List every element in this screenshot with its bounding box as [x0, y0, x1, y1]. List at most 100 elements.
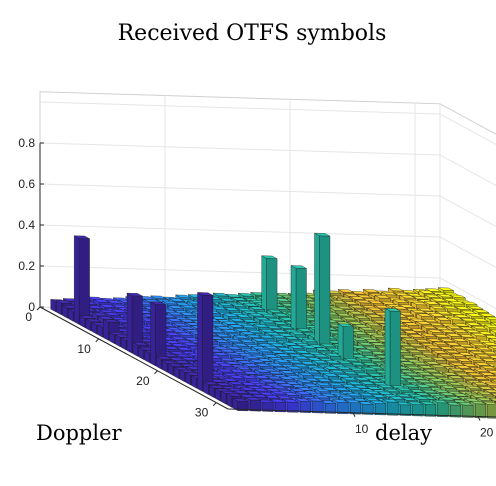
bar-face-top: [249, 306, 265, 310]
bar-face-top: [374, 305, 390, 309]
bar-face-front: [319, 235, 331, 360]
bar-face-top: [459, 326, 475, 330]
bar-face-top: [465, 322, 482, 326]
bar-face-top: [437, 294, 453, 298]
bar-face-top: [360, 310, 377, 314]
bar-face-top: [421, 325, 438, 330]
bar-face-top: [449, 300, 465, 305]
bar-face-top: [460, 318, 476, 322]
bar-face-top: [230, 303, 247, 308]
bar-face-top: [381, 291, 398, 296]
z-tick-label: 0.8: [18, 136, 35, 150]
bar-face-top: [476, 346, 492, 351]
bar-face-top: [426, 338, 443, 342]
bar-face-top: [336, 305, 353, 310]
bar-face-top: [408, 334, 425, 338]
z-tick-label: 0.4: [18, 218, 35, 232]
bar-face-top: [218, 298, 235, 302]
bar: [384, 308, 401, 398]
z-gridline: [39, 101, 496, 145]
bar-face-top: [399, 304, 415, 308]
bar-face-top: [330, 300, 347, 304]
z-gridline: [39, 142, 496, 186]
bar-face-top: [267, 309, 284, 313]
bar-face-top: [398, 312, 414, 316]
bar-face-top: [438, 287, 454, 291]
bar-face-left: [314, 232, 320, 359]
bar-face-top: [343, 301, 359, 305]
bar-face-top: [274, 306, 290, 310]
doppler-tick-label: 30: [195, 406, 209, 420]
bar-face-front: [389, 310, 401, 398]
doppler-tick: [154, 370, 158, 375]
bar-face-top: [409, 328, 425, 332]
bar-face-top: [464, 337, 481, 342]
bar: [314, 232, 331, 360]
bar-face-top: [329, 307, 346, 311]
bar-face-top: [365, 322, 382, 327]
bar-face-top: [490, 322, 496, 326]
bar-face-top: [490, 329, 496, 333]
bar-face-top: [487, 355, 496, 359]
bar-face-top: [466, 313, 483, 317]
bar-face-top: [349, 305, 365, 309]
bar-face-top: [410, 309, 427, 314]
bar-face-top: [454, 314, 470, 318]
delay-tick-label: 10: [355, 422, 369, 436]
bar-face-top: [457, 343, 474, 348]
bar-face-top: [424, 294, 441, 298]
bar-face-top: [465, 329, 481, 334]
bar-face-top: [388, 287, 404, 292]
bar-face-top: [421, 333, 437, 337]
bar-face-top: [484, 324, 496, 328]
bar-face-top: [428, 322, 445, 327]
bar: [74, 235, 90, 325]
bar-face-top: [397, 319, 414, 323]
bar-face-top: [355, 299, 372, 304]
bar-face-top: [429, 305, 446, 310]
bar-face-top: [436, 302, 453, 306]
chart-title: Received OTFS symbols: [118, 21, 387, 46]
bar-face-top: [416, 313, 433, 317]
bar-face-top: [411, 301, 428, 306]
bar-face-top: [430, 298, 447, 302]
z-tick-label: 0.2: [18, 259, 35, 273]
bar-face-top: [414, 339, 431, 343]
back-pane: [39, 91, 441, 320]
bar-face-top: [451, 338, 468, 342]
bar-face-top: [406, 293, 423, 297]
bar-face-top: [243, 303, 259, 307]
bar-face-top: [427, 329, 444, 333]
bar-face-top: [366, 314, 383, 318]
bar-face-top: [399, 295, 416, 299]
doppler-tick-label: 10: [77, 342, 91, 356]
bar-face-top: [452, 329, 469, 333]
bar-face-top: [354, 315, 370, 319]
doppler-tick: [36, 306, 41, 311]
bar-face-top: [350, 291, 367, 295]
delay-tick-label: 20: [480, 426, 494, 440]
bar-face-top: [467, 305, 484, 310]
bar-face-top: [213, 292, 229, 297]
bar-face-top: [446, 333, 462, 337]
bar-face-top: [485, 316, 496, 320]
bar-face-top: [482, 342, 496, 346]
bar-face-top: [472, 318, 489, 322]
bar-face-top: [261, 255, 278, 259]
bar-face-top: [392, 306, 409, 310]
bar-face-top: [359, 327, 375, 331]
bar-face-top: [469, 350, 486, 355]
bar-face-top: [429, 313, 445, 317]
doppler-tick-label: 20: [136, 374, 150, 388]
bar-face-top: [435, 311, 452, 315]
bar-face-top: [367, 307, 384, 311]
bar-face-top: [447, 316, 464, 321]
bar-face-top: [337, 296, 353, 301]
bar-face-top: [473, 309, 489, 313]
bar-face-top: [461, 301, 478, 305]
bar-face-top: [463, 347, 480, 351]
bar-face-left: [197, 292, 203, 392]
doppler-tick: [95, 338, 100, 343]
bar-face-top: [403, 322, 420, 326]
